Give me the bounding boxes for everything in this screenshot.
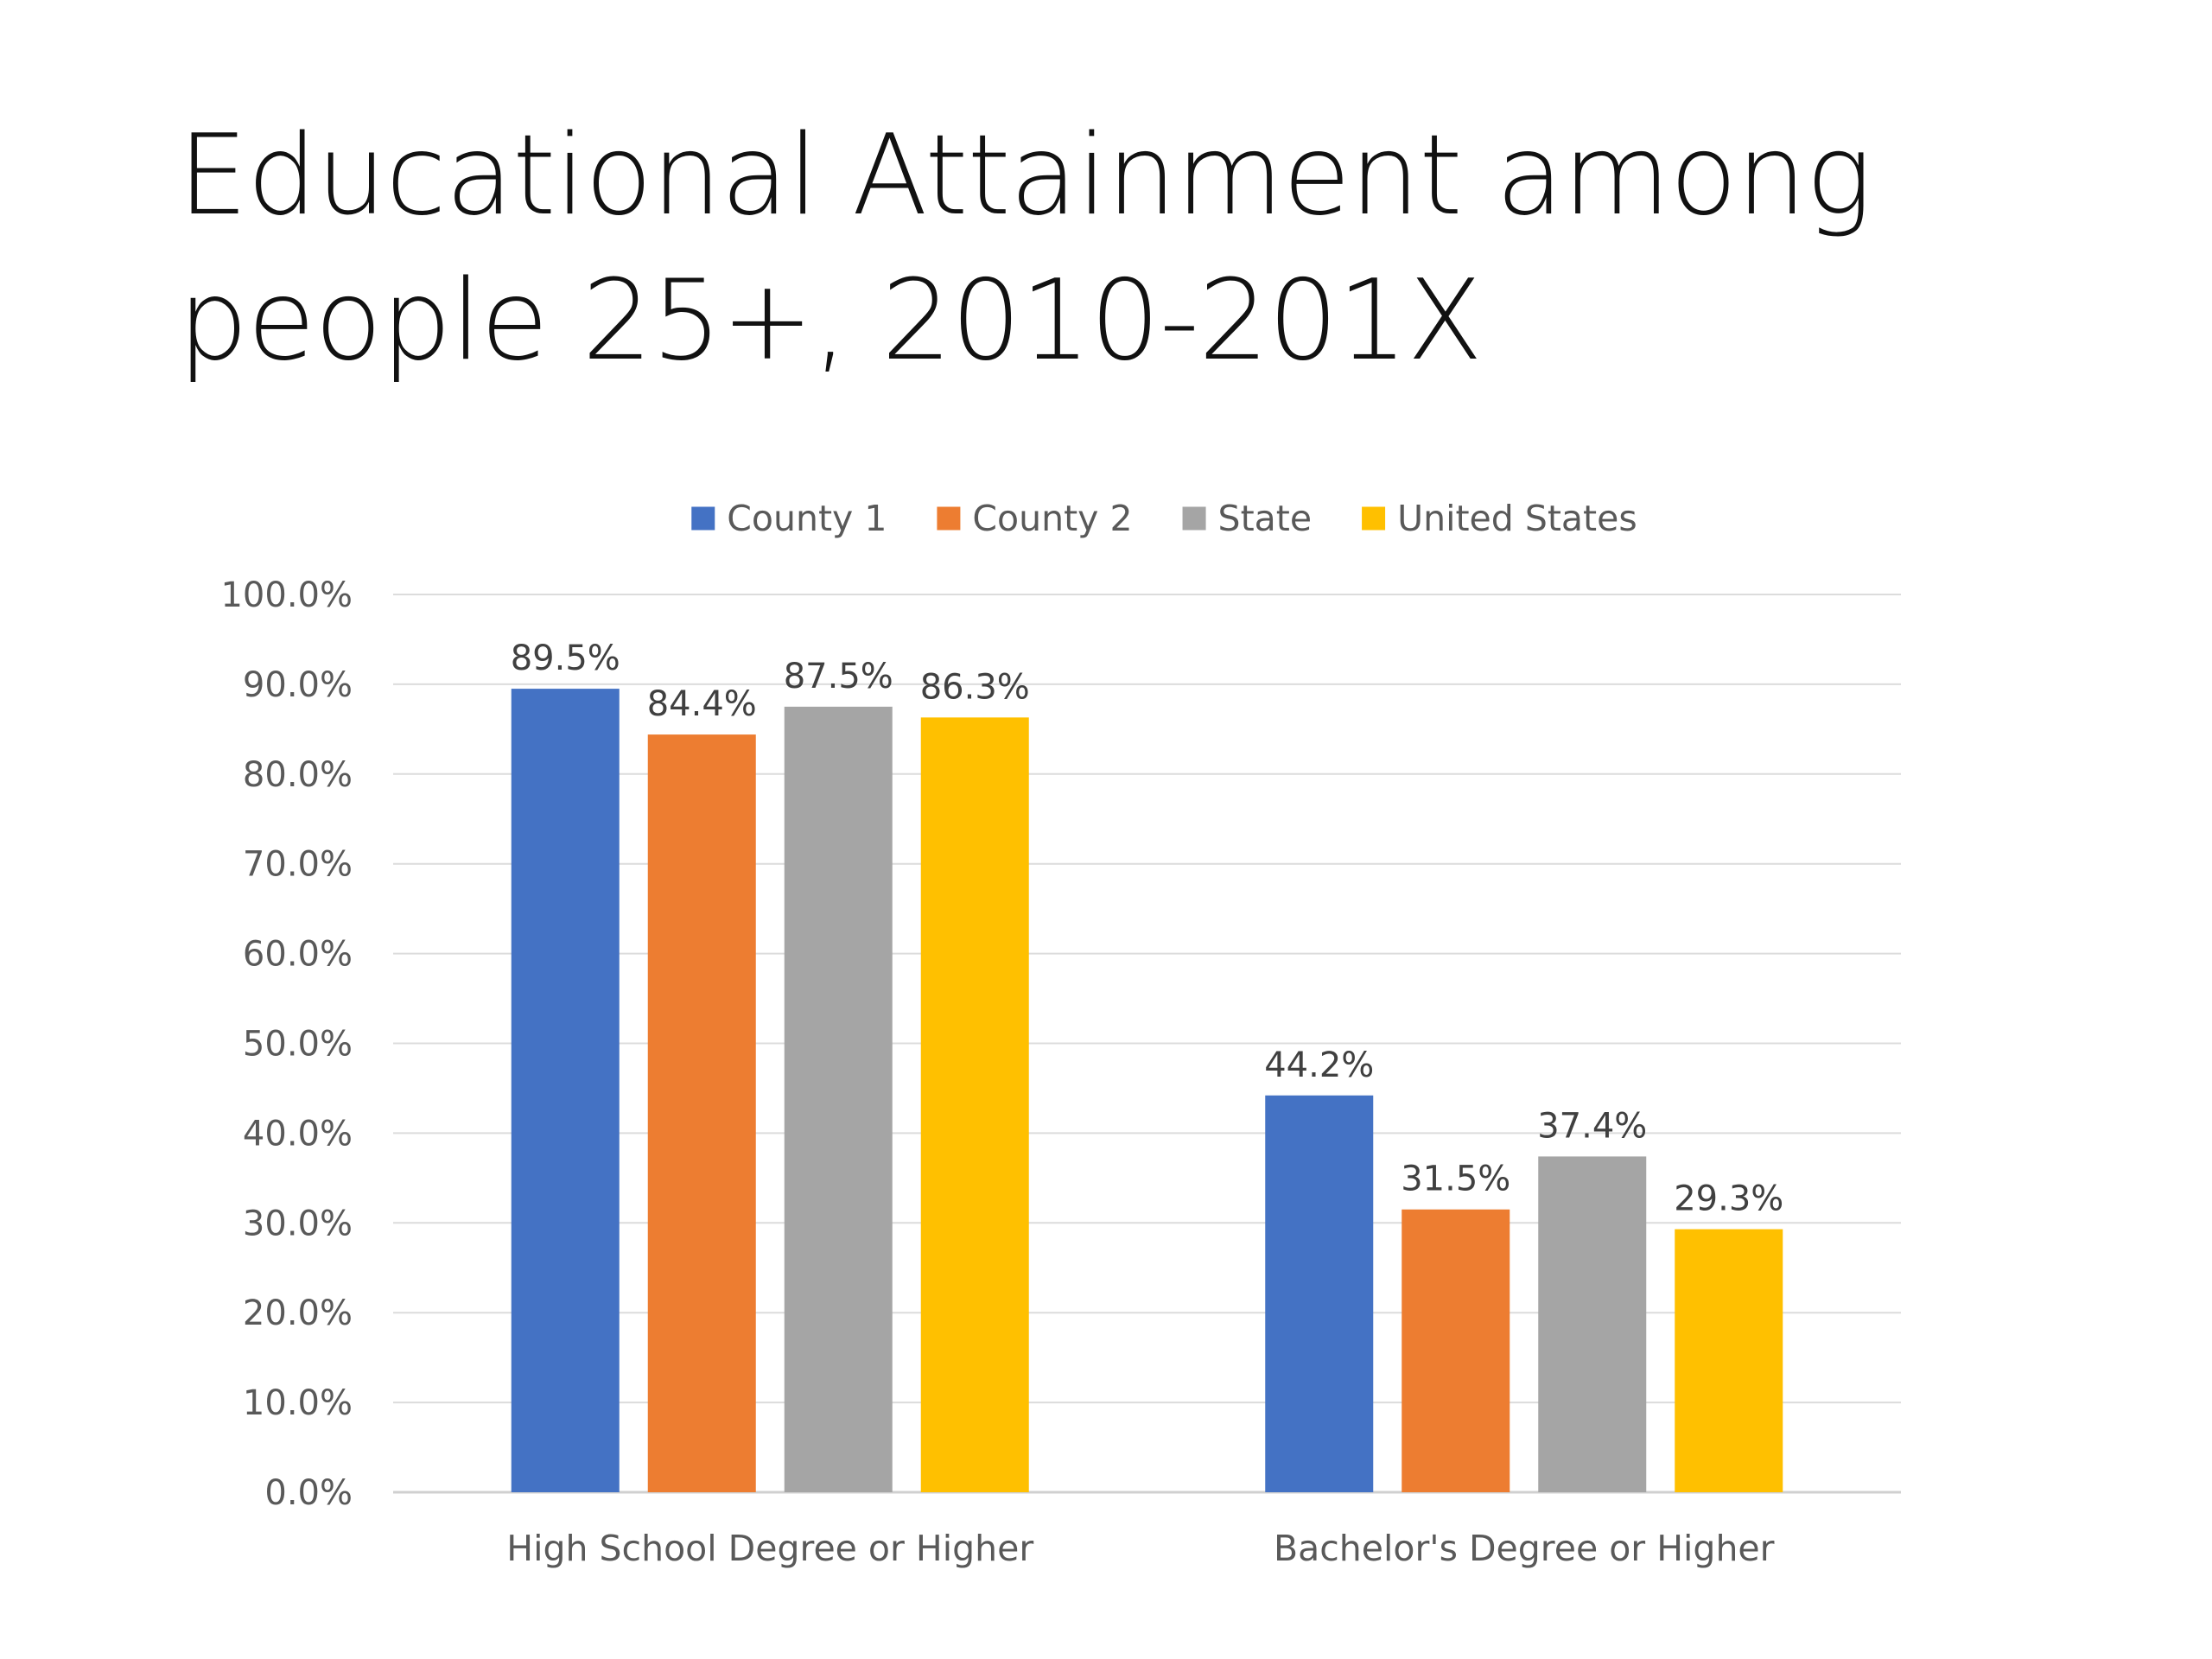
legend-swatch xyxy=(1182,506,1206,531)
legend-label: County 2 xyxy=(972,498,1132,539)
data-label: 87.5% xyxy=(784,657,893,696)
data-label: 84.4% xyxy=(647,684,757,724)
slide-title-line-2: people 25+, 2010-201X xyxy=(178,257,1483,385)
slide-title-line-1: Educational Attainment among xyxy=(178,111,1872,240)
legend-label: United States xyxy=(1397,498,1637,539)
legend-swatch xyxy=(691,506,715,531)
legend-swatch xyxy=(937,506,961,531)
data-label: 29.3% xyxy=(1674,1179,1783,1219)
y-tick-label: 60.0% xyxy=(243,935,353,975)
y-tick-label: 30.0% xyxy=(243,1204,353,1243)
y-tick-label: 80.0% xyxy=(243,755,353,795)
data-label: 44.2% xyxy=(1264,1046,1374,1085)
data-label: 86.3% xyxy=(920,667,1030,707)
bar-state xyxy=(784,706,893,1492)
x-category-label: Bachelor's Degree or Higher xyxy=(1274,1528,1775,1569)
y-tick-label: 0.0% xyxy=(264,1473,353,1513)
y-tick-label: 40.0% xyxy=(243,1114,353,1154)
bar-county-1 xyxy=(511,689,620,1492)
bar-united-states xyxy=(920,717,1029,1492)
y-tick-label: 70.0% xyxy=(243,845,353,885)
data-label: 89.5% xyxy=(511,639,620,678)
bar-united-states xyxy=(1675,1229,1783,1492)
bar-state xyxy=(1538,1156,1647,1492)
x-category-label: High School Degree or Higher xyxy=(506,1528,1033,1569)
legend-swatch xyxy=(1362,506,1386,531)
y-tick-label: 50.0% xyxy=(243,1025,353,1065)
bar-county-2 xyxy=(647,734,756,1492)
slide-title: Educational Attainment among people 25+,… xyxy=(178,104,2079,394)
data-label: 31.5% xyxy=(1401,1160,1510,1199)
y-tick-label: 100.0% xyxy=(220,575,353,615)
y-tick-label: 20.0% xyxy=(243,1294,353,1333)
y-tick-label: 10.0% xyxy=(243,1383,353,1423)
legend-label: County 1 xyxy=(727,498,887,539)
bar-county-2 xyxy=(1402,1209,1510,1492)
y-tick-label: 90.0% xyxy=(243,665,353,705)
bar-county-1 xyxy=(1265,1095,1374,1492)
legend-label: State xyxy=(1218,498,1313,539)
data-label: 37.4% xyxy=(1537,1106,1647,1146)
